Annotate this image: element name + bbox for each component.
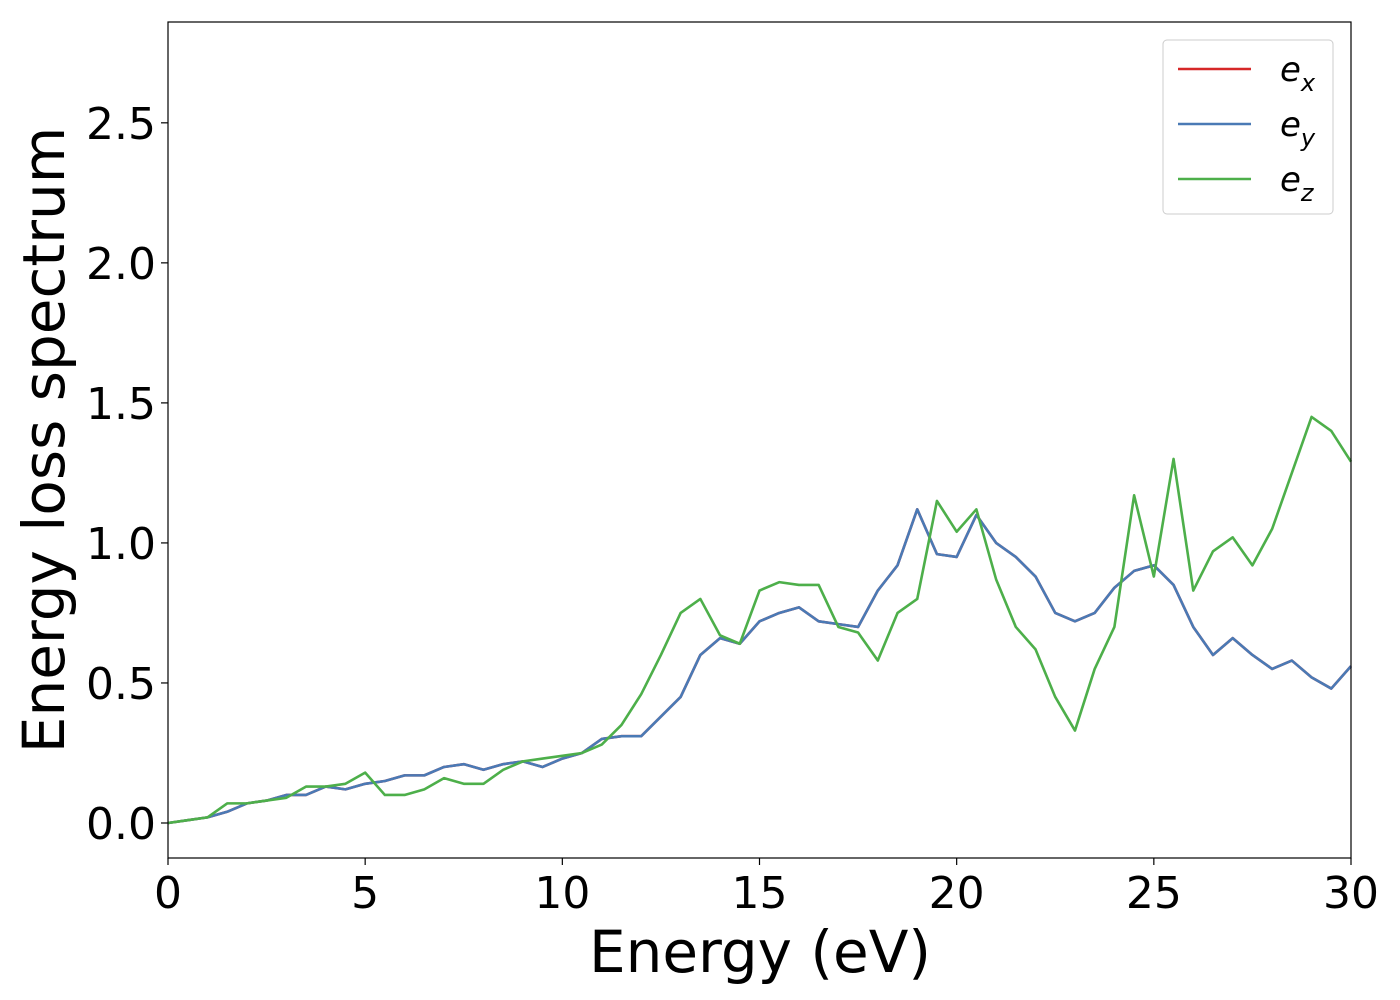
x-tick-label: 5 — [351, 868, 379, 919]
y-tick-label: 2.0 — [86, 239, 156, 290]
x-axis-label: Energy (eV) — [589, 918, 931, 986]
line-series — [167, 415, 1353, 825]
y-tick-label: 1.5 — [86, 379, 156, 430]
line-series — [167, 508, 1352, 825]
x-tick-label: 15 — [732, 868, 788, 919]
legend-label: ey — [1280, 105, 1316, 152]
y-tick-label: 0.5 — [86, 659, 156, 710]
y-tick-label: 2.5 — [86, 99, 156, 150]
y-axis-label: Energy loss spectrum — [10, 127, 78, 753]
y-tick-label: 1.0 — [86, 519, 156, 570]
x-tick-label: 25 — [1126, 868, 1182, 919]
x-tick-label: 30 — [1323, 868, 1379, 919]
x-tick-label: 20 — [929, 868, 985, 919]
legend-label: ez — [1280, 160, 1315, 207]
line-series — [167, 508, 1352, 825]
legend-box — [1162, 39, 1334, 215]
plot-frame — [167, 21, 1352, 859]
legend-label: ex — [1280, 50, 1316, 97]
x-tick-label: 10 — [534, 868, 590, 919]
x-tick-label: 0 — [154, 868, 182, 919]
y-tick-label: 0.0 — [86, 799, 156, 850]
